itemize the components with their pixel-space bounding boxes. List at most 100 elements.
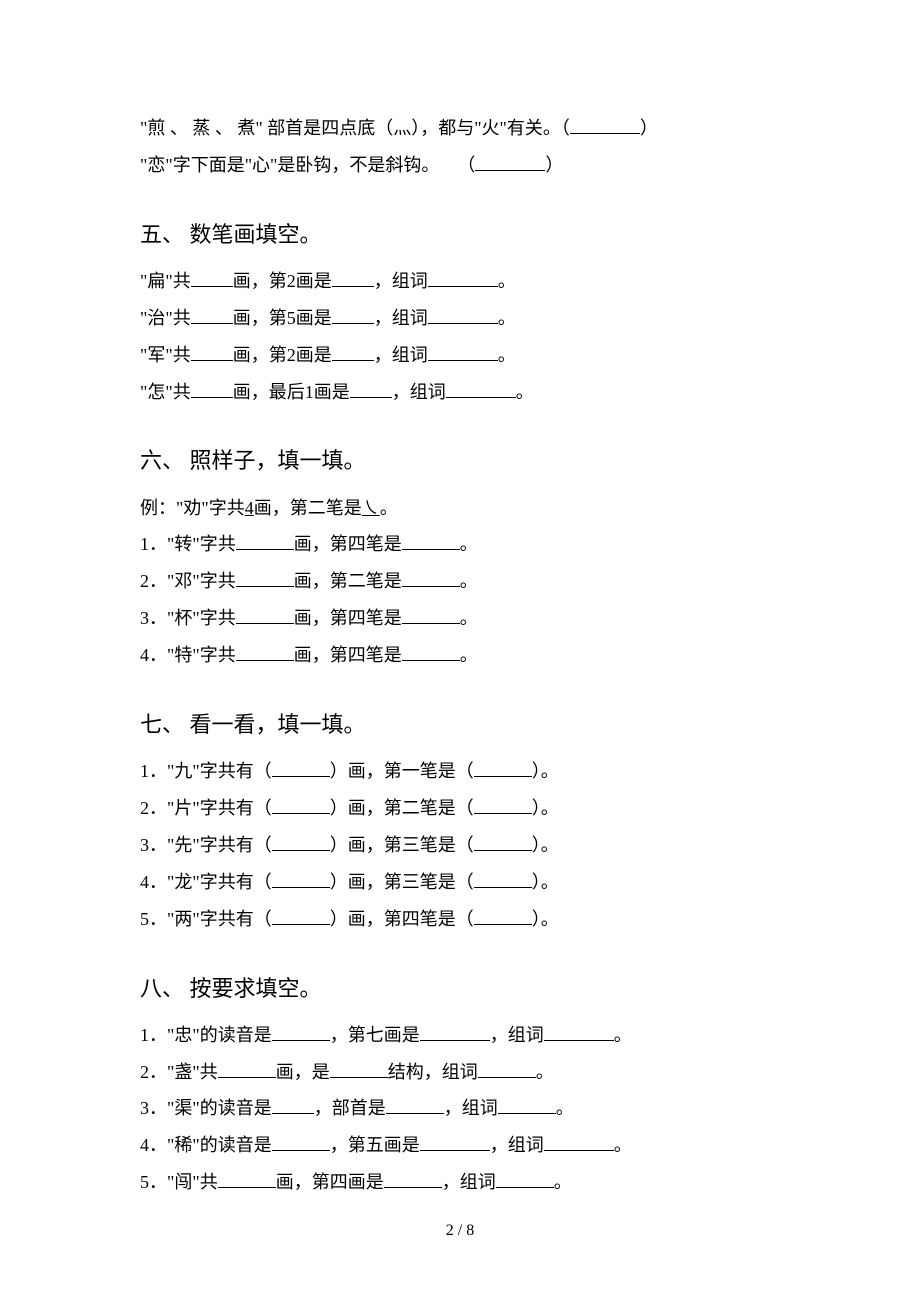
s7-row: 1．"九"字共有（）画，第一笔是（）。	[140, 753, 780, 790]
s7-row: 4．"龙"字共有（）画，第三笔是（）。	[140, 864, 780, 901]
text: 。	[516, 382, 534, 402]
blank	[332, 340, 374, 361]
text: 1．"忠"的读音是	[140, 1025, 272, 1045]
blank	[402, 640, 460, 661]
s6-row: 1．"转"字共 画，第四笔是 。	[140, 526, 780, 563]
text: ，第七画是	[330, 1025, 420, 1045]
page-number: 2 / 8	[0, 1215, 920, 1248]
s5-row: "怎"共 画，最后1画是 ，组词 。	[140, 374, 780, 411]
text: ，组词	[444, 1098, 498, 1118]
s5-row: "扁"共画，第2画是，组词。	[140, 263, 780, 300]
text: 画，第四笔是	[294, 608, 402, 628]
blank	[272, 867, 330, 888]
blank	[350, 377, 392, 398]
blank	[272, 756, 330, 777]
blank	[402, 567, 460, 588]
s5-row: "军"共画，第2画是，组词。	[140, 337, 780, 374]
blank	[272, 1094, 314, 1115]
text: 画，第二笔是	[294, 571, 402, 591]
blank	[474, 830, 532, 851]
s7-row: 2．"片"字共有（）画，第二笔是（）。	[140, 790, 780, 827]
text: 画，第5画是	[233, 308, 332, 328]
blank	[474, 904, 532, 925]
text: 例："劝"字共	[140, 498, 245, 518]
text: "恋"字下面是"心"是卧钩，不是斜钩。 （	[140, 155, 475, 175]
s7-row: 3．"先"字共有（）画，第三笔是（）。	[140, 827, 780, 864]
text: 4．"特"字共	[140, 645, 236, 665]
blank	[191, 340, 233, 361]
text: ，组词	[442, 1172, 496, 1192]
blank	[402, 530, 460, 551]
text: "治"共	[140, 308, 191, 328]
blank	[446, 377, 516, 398]
text: 。	[614, 1025, 632, 1045]
text: 画，第二笔是	[254, 498, 362, 518]
text: 画，最后1画是	[233, 382, 350, 402]
blank	[384, 1167, 442, 1188]
text: 1．"转"字共	[140, 534, 236, 554]
blank	[332, 266, 374, 287]
text: ，组词	[490, 1135, 544, 1155]
s7-row: 5．"两"字共有（）画，第四笔是（）。	[140, 901, 780, 938]
blank	[474, 793, 532, 814]
text: ，组词	[374, 345, 428, 365]
text: ，部首是	[314, 1098, 386, 1118]
intro-line-1: "煎 、 蒸 、 煮" 部首是四点底（灬），都与"火"有关。（）	[140, 110, 780, 147]
blank	[498, 1094, 556, 1115]
blank	[218, 1167, 276, 1188]
s8-row: 3．"渠"的读音是，部首是，组词。	[140, 1090, 780, 1127]
blank	[236, 530, 294, 551]
blank	[272, 1020, 330, 1041]
underlined-text: 4	[245, 498, 254, 518]
text: 5．"两"字共有（	[140, 909, 272, 929]
text: 5．"闯"共	[140, 1172, 218, 1192]
blank	[218, 1057, 276, 1078]
blank	[386, 1094, 444, 1115]
text: ，组词	[490, 1025, 544, 1045]
text: 。	[380, 498, 398, 518]
blank	[478, 1057, 536, 1078]
text: ）。	[532, 835, 559, 855]
text: "煎 、 蒸 、 煮" 部首是四点底（灬），都与"火"有关。（	[140, 118, 570, 138]
text: 。	[498, 308, 516, 328]
s8-row: 1．"忠"的读音是 ，第七画是 ，组词 。	[140, 1017, 780, 1054]
text: 画，第四笔是	[294, 645, 402, 665]
text: ）。	[532, 798, 559, 818]
blank	[191, 377, 233, 398]
blank	[332, 303, 374, 324]
text: 。	[460, 608, 478, 628]
text: 。	[460, 534, 478, 554]
text: 3．"渠"的读音是	[140, 1098, 272, 1118]
section-7-title: 七、 看一看，填一填。	[140, 702, 780, 747]
text: 。	[460, 571, 478, 591]
s6-row: 4．"特"字共 画，第四笔是 。	[140, 637, 780, 674]
text: 画，第四笔是	[294, 534, 402, 554]
text: ）画，第四笔是（	[330, 909, 474, 929]
s8-row: 5．"闯"共 画，第四画是 ，组词 。	[140, 1164, 780, 1201]
text: ，组词	[392, 382, 446, 402]
text: ）。	[532, 761, 559, 781]
text: ）画，第一笔是（	[330, 761, 474, 781]
blank	[475, 150, 545, 171]
s6-row: 2．"邓"字共 画，第二笔是 。	[140, 563, 780, 600]
blank	[191, 303, 233, 324]
blank	[570, 113, 640, 134]
text: "怎"共	[140, 382, 191, 402]
blank	[428, 266, 498, 287]
text: "扁"共	[140, 271, 191, 291]
text: ，组词	[374, 271, 428, 291]
blank	[420, 1020, 490, 1041]
text: 。	[460, 645, 478, 665]
blank	[236, 567, 294, 588]
section-5-title: 五、 数笔画填空。	[140, 212, 780, 257]
text: 2．"邓"字共	[140, 571, 236, 591]
text: 4．"稀"的读音是	[140, 1135, 272, 1155]
text: 4．"龙"字共有（	[140, 872, 272, 892]
text: 。	[614, 1135, 632, 1155]
s5-row: "治"共画，第5画是，组词。	[140, 300, 780, 337]
text: 。	[554, 1172, 572, 1192]
blank	[272, 1131, 330, 1152]
blank	[544, 1131, 614, 1152]
text: 画，第四画是	[276, 1172, 384, 1192]
blank	[236, 640, 294, 661]
